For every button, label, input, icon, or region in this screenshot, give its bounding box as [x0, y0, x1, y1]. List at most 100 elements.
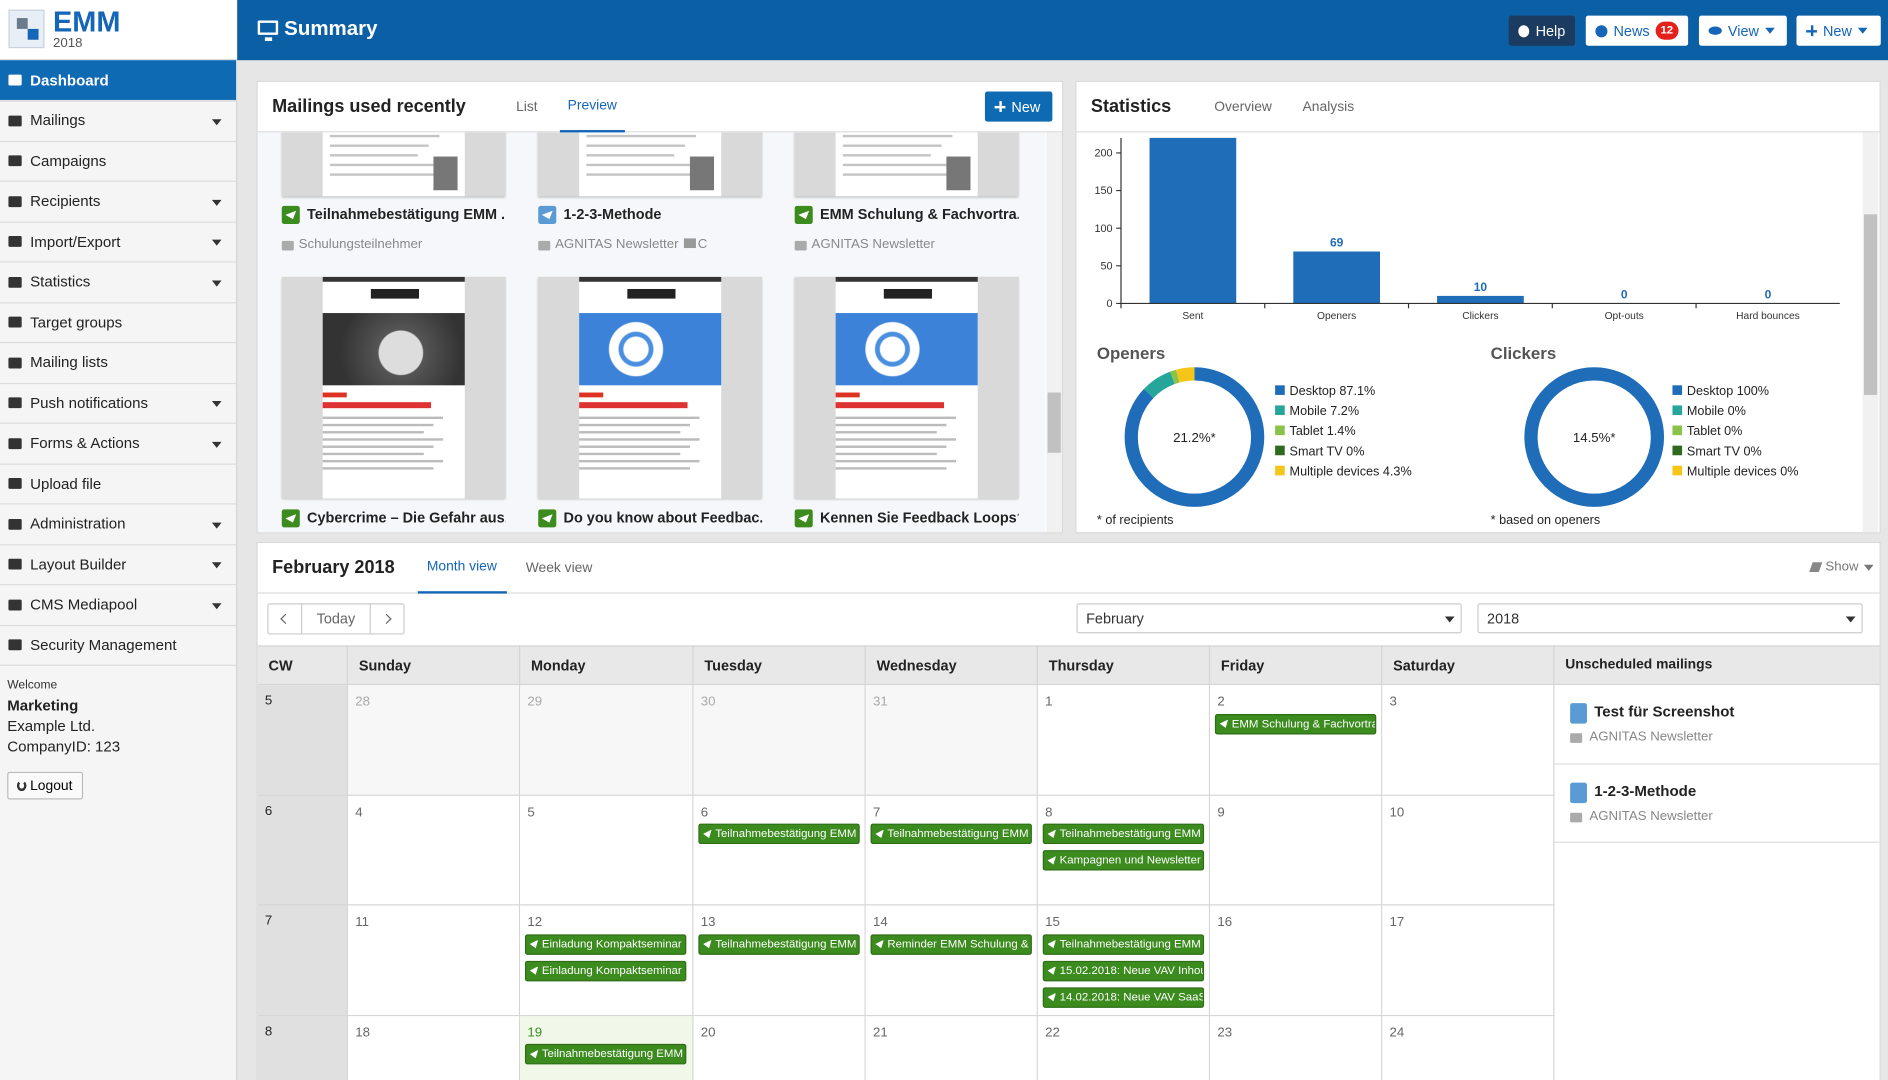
day-cell[interactable]: 19 Teilnahmebestätigung EMM Sc: [520, 1015, 694, 1080]
day-cell[interactable]: 31: [865, 685, 1038, 796]
calendar-event[interactable]: Teilnahmebestätigung EMM Sc: [524, 1043, 687, 1065]
calendar-event[interactable]: Teilnahmebestätigung EMM Sc: [698, 933, 860, 955]
show-button[interactable]: Show: [1809, 557, 1874, 576]
legend-name: Mobile: [1290, 404, 1327, 418]
status-glyph: [798, 210, 810, 220]
day-cell[interactable]: 16: [1210, 905, 1383, 1016]
nav-icon: [8, 155, 22, 167]
day-cell[interactable]: 5: [520, 795, 694, 906]
day-cell[interactable]: 6 Teilnahmebestätigung EMM Sc: [693, 795, 866, 906]
day-cell[interactable]: 11: [347, 905, 521, 1016]
thumbnail[interactable]: [538, 276, 763, 499]
news-button[interactable]: News 12: [1585, 15, 1689, 46]
prev-button[interactable]: [269, 604, 303, 634]
day-cell[interactable]: 23: [1210, 1015, 1383, 1080]
year-select[interactable]: 2018: [1477, 603, 1863, 634]
day-cell[interactable]: 17: [1382, 905, 1555, 1016]
day-cell[interactable]: 4: [347, 795, 521, 906]
nav-item[interactable]: Upload file: [0, 464, 236, 505]
calendar-event[interactable]: Teilnahmebestätigung EMM Sc: [698, 823, 860, 845]
tab[interactable]: Overview: [1206, 82, 1279, 133]
calendar-event[interactable]: 14.02.2018: Neue VAV SaaS: [1042, 986, 1205, 1008]
nav-item[interactable]: Push notifications: [0, 383, 236, 424]
mailing-name[interactable]: Teilnahmebestätigung EMM ...: [307, 205, 506, 223]
newsletter-text: [835, 438, 957, 441]
thumbnail[interactable]: [794, 276, 1019, 499]
day-cell[interactable]: 22: [1037, 1015, 1211, 1080]
calendar-event[interactable]: EMM Schulung & Fachvortrag: [1214, 713, 1377, 734]
day-cell[interactable]: 13 Teilnahmebestätigung EMM Sc: [693, 905, 866, 1016]
tab[interactable]: Analysis: [1292, 82, 1365, 133]
view-button[interactable]: View: [1698, 15, 1787, 46]
view-label: View: [1727, 22, 1759, 40]
calendar-event[interactable]: Reminder EMM Schulung & Fa: [870, 933, 1032, 955]
today-button[interactable]: Today: [303, 604, 371, 634]
logout-button[interactable]: Logout: [7, 771, 84, 800]
calendar-event[interactable]: Einladung Kompaktseminar Le: [524, 933, 687, 955]
day-number: 9: [1217, 804, 1225, 820]
day-cell[interactable]: 21: [865, 1015, 1038, 1080]
scroll-thumb[interactable]: [1863, 214, 1878, 395]
unscheduled-mailing[interactable]: Test für Screenshot AGNITAS Newsletter: [1554, 685, 1880, 764]
day-cell[interactable]: 14 Reminder EMM Schulung & Fa: [865, 905, 1038, 1016]
month-select[interactable]: February: [1076, 603, 1462, 634]
calendar-event[interactable]: Teilnahmebestätigung EMM Sc: [870, 823, 1032, 845]
tab[interactable]: List: [506, 82, 547, 133]
day-cell[interactable]: 18: [347, 1015, 521, 1080]
tab[interactable]: Month view: [417, 543, 507, 594]
newsletter-text: [842, 134, 953, 138]
day-cell[interactable]: 1: [1037, 685, 1211, 796]
day-cell[interactable]: 10: [1382, 795, 1555, 906]
day-number: 17: [1389, 915, 1405, 930]
day-cell[interactable]: 15 Teilnahmebestätigung EMM Sc 15.02.2018:…: [1037, 905, 1211, 1016]
day-cell[interactable]: 24: [1382, 1015, 1555, 1080]
day-cell[interactable]: 30: [693, 685, 866, 796]
thumbnail[interactable]: [281, 276, 506, 499]
nav-item[interactable]: Mailings: [0, 101, 236, 142]
day-cell[interactable]: 2 EMM Schulung & Fachvortrag: [1210, 685, 1383, 796]
mailing-name[interactable]: Do you know about Feedbac...: [563, 509, 763, 527]
nav-item[interactable]: Recipients: [0, 182, 236, 223]
scroll-thumb[interactable]: [1047, 392, 1061, 453]
nav-item[interactable]: CMS Mediapool: [0, 585, 236, 626]
next-button[interactable]: [371, 604, 404, 633]
new-mailing-button[interactable]: New: [984, 91, 1053, 122]
mailing-name[interactable]: Cybercrime – Die Gefahr aus...: [307, 509, 506, 527]
thumbnail[interactable]: [794, 132, 1019, 197]
mailing-name[interactable]: 1-2-3-Methode: [563, 205, 662, 223]
help-button[interactable]: Help: [1508, 15, 1575, 46]
nav-item[interactable]: Layout Builder: [0, 545, 236, 586]
nav-item[interactable]: Security Management: [0, 626, 236, 666]
day-cell[interactable]: 3: [1382, 685, 1555, 796]
unscheduled-mailing[interactable]: 1-2-3-Methode AGNITAS Newsletter: [1554, 764, 1880, 843]
day-cell[interactable]: 29: [520, 685, 694, 796]
day-cell[interactable]: 12 Einladung Kompaktseminar Le Einladung K…: [520, 905, 694, 1016]
calendar-event[interactable]: Einladung Kompaktseminar Le: [524, 960, 687, 981]
scrollbar[interactable]: [1046, 132, 1062, 533]
nav-item[interactable]: Dashboard: [0, 60, 236, 102]
mailing-name[interactable]: Kennen Sie Feedback Loops?: [819, 509, 1019, 527]
nav-item[interactable]: Statistics: [0, 262, 236, 303]
day-cell[interactable]: 7 Teilnahmebestätigung EMM Sc: [865, 795, 1038, 906]
day-cell[interactable]: 28: [347, 685, 521, 796]
calendar-event[interactable]: Teilnahmebestätigung EMM Sc: [1042, 933, 1205, 955]
thumbnail[interactable]: [281, 132, 506, 197]
nav-item[interactable]: Mailing lists: [0, 343, 236, 384]
day-cell[interactable]: 8 Teilnahmebestätigung EMM Sc Kampagnen un…: [1037, 795, 1211, 906]
day-cell[interactable]: 9: [1210, 795, 1383, 906]
calendar-event[interactable]: Teilnahmebestätigung EMM Sc: [1042, 823, 1205, 845]
nav-item[interactable]: Target groups: [0, 303, 236, 344]
new-button[interactable]: New: [1796, 15, 1881, 46]
tab[interactable]: Week view: [518, 543, 599, 594]
thumbnail[interactable]: [538, 132, 763, 197]
nav-item[interactable]: Campaigns: [0, 141, 236, 182]
tab[interactable]: Preview: [559, 82, 625, 133]
day-cell[interactable]: 20: [693, 1015, 866, 1080]
nav-item[interactable]: Import/Export: [0, 222, 236, 263]
nav-item[interactable]: Forms & Actions: [0, 424, 236, 465]
nav-item[interactable]: Administration: [0, 505, 236, 545]
calendar-event[interactable]: 15.02.2018: Neue VAV Inhous: [1042, 960, 1205, 981]
newsletter-brand-bar: [579, 276, 722, 282]
calendar-event[interactable]: Kampagnen und Newsletter fi: [1042, 850, 1205, 871]
mailing-name[interactable]: EMM Schulung & Fachvortra...: [819, 205, 1019, 223]
